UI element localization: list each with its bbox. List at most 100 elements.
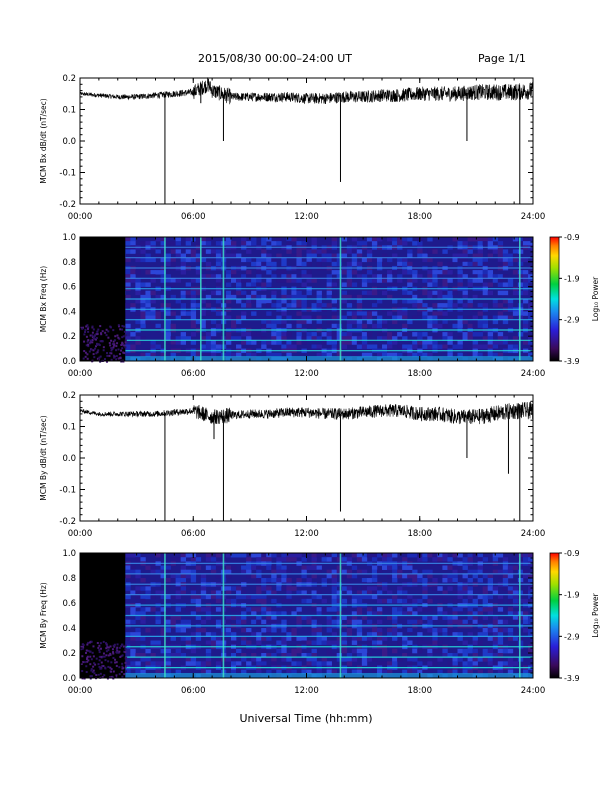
spectrogram-cell (180, 340, 186, 345)
spectrogram-cell (371, 278, 378, 283)
spectrogram-cell (502, 565, 509, 570)
spectrogram-cell (527, 352, 534, 358)
spectrogram-cell (437, 294, 443, 300)
gap-speckle (98, 659, 101, 662)
spectrogram-cell (281, 648, 287, 654)
spectrogram-cell (225, 632, 232, 637)
gap-speckle (94, 347, 97, 350)
spectrogram-cell (271, 340, 277, 345)
spectrogram-cell (376, 615, 383, 620)
spectrogram-cell (512, 311, 519, 316)
spectrogram-cell (417, 640, 423, 645)
spectrogram-cell (432, 586, 438, 591)
gap-speckle (116, 643, 119, 646)
spectrogram-cell (482, 257, 488, 263)
spectrogram-cell (522, 569, 529, 575)
spectrogram-cell (492, 619, 499, 625)
spectrogram-cell (256, 261, 262, 267)
spectrogram-cell (311, 344, 317, 349)
spectrogram-cell (180, 270, 186, 275)
spectrogram-cell (422, 569, 428, 575)
spectrogram-cell (130, 274, 136, 279)
spectrogram-cell (376, 619, 383, 625)
spectrogram-cell (286, 315, 292, 320)
colorbar-tick-label: -0.9 (564, 549, 580, 558)
gap-speckle (107, 336, 110, 339)
spectrogram-cell (497, 282, 504, 287)
gap-speckle (84, 351, 87, 354)
spectrogram-cell (271, 294, 277, 300)
spectrogram-cell (185, 336, 192, 341)
spectrogram-cell (165, 648, 171, 654)
spectrogram-cell (175, 586, 181, 591)
spectrogram-cell (392, 332, 398, 337)
spectrogram-cell (251, 294, 257, 300)
spectrogram-cell (472, 323, 478, 329)
spectrogram-cell (522, 323, 529, 329)
spectrogram-cell (225, 237, 232, 242)
x-tick-label: 06:00 (181, 686, 206, 696)
spectrogram-cell (276, 586, 282, 591)
spectrogram-cell (185, 553, 192, 558)
spectrogram-cell (266, 253, 272, 258)
spectrogram-cell (286, 607, 292, 612)
gap-speckle (85, 657, 88, 660)
spectrogram-cell (165, 653, 171, 658)
spectrogram-cell (200, 352, 207, 358)
spectrogram-cell (135, 282, 141, 287)
spectrogram-cell (437, 553, 443, 558)
spectrogram-cell (205, 653, 212, 658)
spectrogram-cell (467, 578, 473, 583)
spectrogram-cell (502, 344, 509, 349)
spectrogram-cell (185, 282, 192, 287)
gap-speckle (118, 646, 121, 649)
spectrogram-cell (296, 619, 302, 625)
spectrogram-cell (180, 257, 186, 263)
spectrogram-cell (266, 319, 272, 325)
spectrogram-cell (266, 270, 272, 275)
spectrogram-cell (296, 336, 302, 341)
spectrogram-cell (150, 344, 156, 349)
spectrogram-cell (397, 237, 403, 242)
gap-speckle (107, 646, 110, 649)
spectrogram-cell (155, 619, 161, 625)
spectrogram-cell (286, 294, 292, 300)
spectrogram-cell (256, 257, 262, 263)
spectrogram-cell (296, 661, 302, 666)
spectrogram-cell (326, 648, 332, 654)
spectrogram-cell (507, 261, 514, 267)
spectrogram-cell (271, 553, 277, 558)
spectrogram-cell (135, 590, 141, 595)
spectrogram-cell (407, 253, 413, 258)
spectrogram-cell (140, 315, 146, 320)
spectrogram-cell (281, 274, 287, 279)
spectrogram-cell (512, 611, 519, 616)
gap-speckle (84, 328, 87, 331)
spectrogram-cell (326, 336, 332, 341)
spectrogram-cell (336, 653, 343, 658)
spectrogram-cell (387, 557, 393, 562)
spectrogram-cell (135, 628, 141, 633)
spectrogram-cell (261, 619, 267, 625)
spectrogram-cell (497, 669, 504, 675)
spectrogram-cell (387, 340, 393, 345)
spectrogram-cell (341, 615, 348, 620)
spectrogram-cell (296, 294, 302, 300)
spectrogram-cell (341, 657, 348, 662)
spectrogram-cell (321, 661, 327, 666)
spectrogram-cell (452, 661, 458, 666)
spectrogram-cell (472, 257, 478, 263)
spectrogram-cell (170, 340, 176, 345)
spectrogram-cell (361, 594, 368, 600)
spectrogram-cell (281, 569, 287, 575)
spectrogram-cell (231, 598, 237, 604)
spectrogram-cell (301, 319, 307, 325)
spectrogram-cell (150, 653, 156, 658)
spectrogram-cell (271, 628, 277, 633)
spectrogram-cell (492, 657, 499, 662)
spectrogram-cell (331, 311, 337, 316)
spectrogram-cell (502, 586, 509, 591)
spectrogram-cell (442, 319, 448, 325)
spectrogram-cell (457, 569, 463, 575)
spectrogram-cell (382, 661, 388, 666)
